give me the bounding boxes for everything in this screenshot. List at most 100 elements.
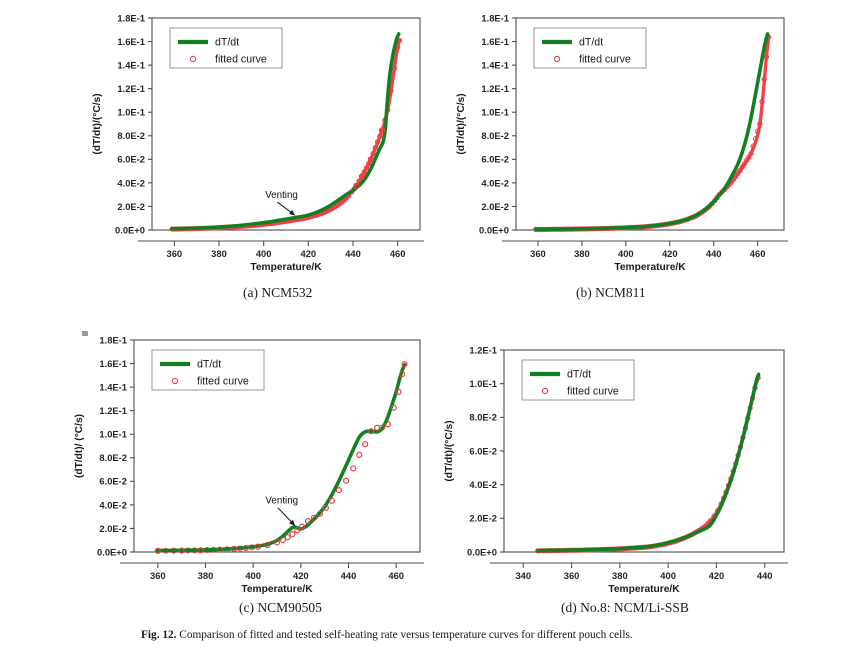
fitted-point: [752, 136, 759, 142]
fitted-point: [289, 531, 296, 538]
x-tick-label: 440: [345, 248, 361, 259]
x-tick-label: 420: [301, 248, 317, 259]
fitted-point-outlier: [358, 173, 366, 180]
series-dt-dt: [535, 372, 761, 553]
fitted-point: [294, 527, 301, 534]
fitted-point: [759, 98, 765, 105]
y-axis-title: (dT/dt)/(°C/s): [456, 93, 467, 154]
y-tick-label: 0.0E+0: [115, 224, 145, 235]
figure-caption: Fig. 12. Comparison of fitted and tested…: [141, 628, 781, 643]
y-axis-title: (dT/dt)/(°C/s): [92, 93, 103, 154]
subcaption-b: (b) NCM811: [576, 285, 646, 300]
y-tick-label: 1.8E-1: [481, 12, 509, 23]
fitted-point: [755, 128, 761, 134]
fitted-point: [299, 523, 306, 530]
fitted-point: [328, 497, 335, 504]
fitted-point: [254, 543, 261, 550]
y-tick-label: 8.0E-2: [481, 130, 509, 141]
fitted-point: [761, 76, 767, 82]
y-tick-label: 0.0E+0: [97, 546, 127, 557]
fitted-point: [395, 388, 402, 395]
x-axis-title: Temperature/K: [614, 262, 686, 273]
y-tick-label: 1.0E-1: [99, 429, 127, 440]
legend-swatch-circle: [541, 387, 549, 395]
x-tick-label: 420: [662, 248, 678, 259]
fitted-point: [242, 544, 250, 552]
subcaption-d: (d) No.8: NCM/Li-SSB: [561, 600, 689, 615]
series-dt-dt: [533, 32, 770, 232]
subcaption-a: (a) NCM532: [243, 285, 313, 300]
fitted-point: [197, 547, 204, 554]
fitted-point: [401, 361, 408, 368]
fitted-point: [750, 143, 756, 149]
legend-label: fitted curve: [215, 54, 267, 66]
y-tick-label: 1.4E-1: [99, 382, 127, 393]
fitted-point: [284, 534, 291, 541]
fitted-point: [216, 546, 223, 553]
legend-box: [169, 27, 283, 69]
figure-caption-label: Fig. 12.: [141, 629, 177, 641]
x-tick-label: 380: [574, 248, 590, 259]
y-axis-title: (dT/dt)/(°C/s): [444, 420, 455, 481]
plot-frame: [133, 339, 421, 553]
fitted-point: [748, 150, 754, 157]
y-tick-label: 6.0E-2: [481, 154, 509, 165]
fitted-point: [378, 424, 385, 431]
y-tick-label: 2.0E-2: [469, 513, 497, 524]
x-tick-label: 380: [612, 570, 628, 581]
x-tick-label: 460: [390, 248, 406, 259]
x-tick-label: 440: [757, 570, 773, 581]
fitted-point: [399, 371, 406, 378]
y-tick-label: 4.0E-2: [99, 499, 127, 510]
fitted-point: [350, 465, 357, 472]
chart-svg-c: 0.0E+0 2.0E-2 4.0E-2 6.0E-2 8.0E-2 1.0E-1 1.2E…: [74, 334, 424, 595]
figure-caption-text: Comparison of fitted and tested self-hea…: [179, 629, 633, 641]
legend-label: fitted curve: [567, 386, 619, 398]
series-fitted-curve: [535, 375, 761, 554]
x-tick-label: 440: [706, 248, 722, 259]
x-tick-label: 340: [515, 570, 531, 581]
y-tick-label: 1.2E-1: [117, 83, 145, 94]
y-tick-label: 1.8E-1: [99, 334, 127, 345]
venting-annotation-label: Venting: [265, 496, 298, 507]
y-tick-label: 1.6E-1: [117, 36, 145, 47]
y-tick-label: 8.0E-2: [117, 130, 145, 141]
x-tick-label: 400: [618, 248, 634, 259]
fitted-point: [377, 133, 383, 139]
y-tick-label: 4.0E-2: [117, 177, 145, 188]
fitted-point: [322, 504, 329, 511]
subplot-c-ncm90505: 0.0E+0 2.0E-2 4.0E-2 6.0E-2 8.0E-2 1.0E-1 1.2E…: [70, 326, 428, 598]
y-tick-label: 2.0E-2: [481, 201, 509, 212]
x-tick-label: 400: [256, 248, 272, 259]
y-axis-title: (dT/dt)/ (°C/s): [74, 414, 85, 478]
x-tick-label: 360: [530, 248, 546, 259]
y-tick-label: 1.2E-1: [99, 405, 127, 416]
venting-annotation-label: Venting: [265, 190, 298, 201]
fitted-point: [356, 451, 363, 458]
legend-label: dT/dt: [579, 37, 603, 49]
legend-label: dT/dt: [215, 37, 239, 49]
subplot-a-ncm532: 0.0E+0 2.0E-2 4.0E-2 6.0E-2 8.0E-2 1.0E-1 1.2E…: [88, 4, 428, 276]
x-tick-label: 360: [564, 570, 580, 581]
x-tick-label: 440: [341, 570, 357, 581]
fitted-point: [304, 518, 312, 525]
x-tick-label: 380: [198, 570, 214, 581]
x-axis-title: Temperature/K: [241, 584, 313, 595]
fitted-point: [362, 441, 369, 448]
venting-annotation-arrowhead: [289, 519, 295, 526]
legend-label: dT/dt: [197, 359, 221, 371]
legend-swatch-circle: [553, 55, 561, 63]
subcaption-c: (c) NCM90505: [239, 600, 322, 615]
fitted-point: [335, 487, 342, 494]
y-tick-label: 2.0E-2: [99, 523, 127, 534]
y-tick-label: 1.6E-1: [481, 36, 509, 47]
fitted-point-outlier: [378, 127, 386, 134]
series-dt-dt: [156, 362, 407, 553]
fitted-point: [384, 421, 391, 428]
x-tick-label: 420: [709, 570, 725, 581]
fitted-point: [178, 547, 185, 554]
y-tick-label: 1.8E-1: [117, 12, 145, 23]
fitted-point: [374, 139, 381, 145]
chart-svg-a: 0.0E+0 2.0E-2 4.0E-2 6.0E-2 8.0E-2 1.0E-1 1.2E…: [92, 12, 424, 273]
